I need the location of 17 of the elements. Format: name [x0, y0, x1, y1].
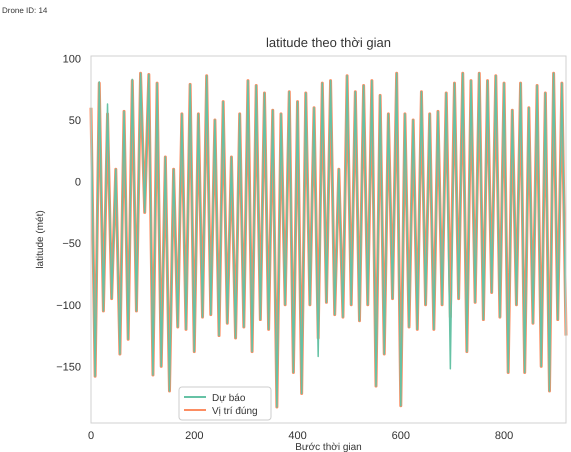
chart-title: latitude theo thời gian [266, 35, 391, 50]
x-axis-title: Bước thời gian [295, 442, 362, 452]
x-tick-label: 600 [392, 430, 410, 442]
y-tick-label: −50 [62, 238, 81, 250]
x-tick-label: 400 [288, 430, 307, 442]
y-tick-label: −150 [56, 361, 81, 374]
y-axis-title: latitude (mét) [35, 210, 46, 269]
y-tick-label: 50 [68, 115, 81, 128]
x-tick-label: 800 [494, 430, 514, 442]
y-tick-label: 0 [74, 176, 81, 189]
legend-label: Vị trí đúng [212, 406, 258, 417]
text: Drone ID: 14 [2, 6, 48, 15]
y-tick-label: −100 [56, 300, 81, 312]
y-tick-label: 100 [62, 53, 81, 66]
legend-label: Dự báo [212, 393, 246, 404]
x-tick-label: 0 [88, 430, 94, 442]
x-tick-label: 200 [185, 430, 204, 442]
